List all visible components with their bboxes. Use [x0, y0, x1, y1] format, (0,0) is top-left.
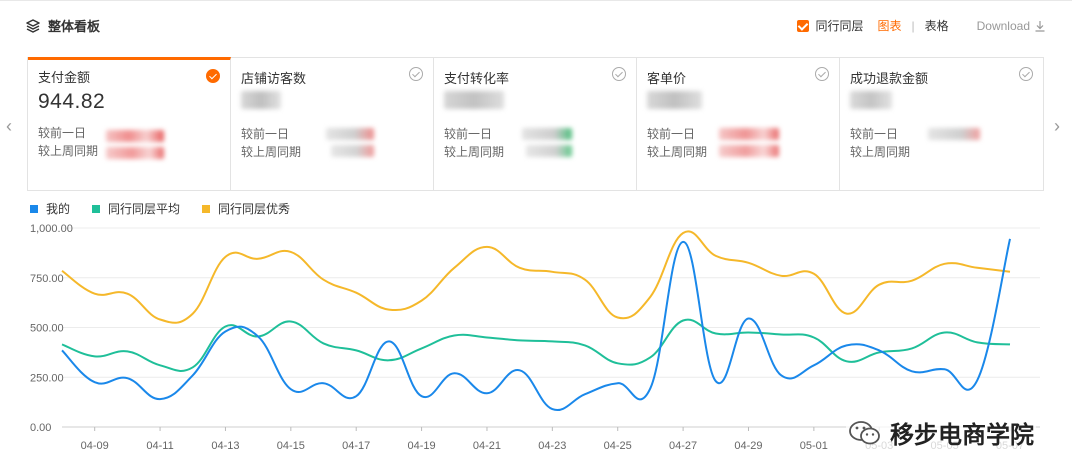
- redacted-value: [850, 91, 892, 109]
- redacted-value: [928, 128, 980, 140]
- x-tick-label: 04-27: [669, 440, 697, 452]
- chart-series: [61, 230, 1011, 412]
- x-tick-label: 04-23: [538, 440, 566, 452]
- metric-card-avg-order-value[interactable]: 客单价 较前一日 较上周同期: [637, 58, 840, 190]
- redacted-value: [526, 145, 572, 157]
- x-tick-label: 04-15: [277, 440, 305, 452]
- peer-checkbox[interactable]: [797, 19, 810, 32]
- chart-legend: 我的 同行同层平均 同行同层优秀: [30, 200, 290, 217]
- page-title: 整体看板: [48, 19, 101, 34]
- next-arrow-icon[interactable]: ›: [1054, 116, 1060, 136]
- x-tick-label: 04-29: [734, 440, 762, 452]
- chart-view-toggle[interactable]: 图表: [877, 19, 902, 33]
- redacted-value: [522, 128, 572, 140]
- download-icon: [1035, 20, 1045, 32]
- selected-check-icon: [206, 69, 220, 83]
- y-tick-label: 750.00: [30, 273, 64, 285]
- y-tick-label: 500.00: [30, 323, 64, 335]
- x-tick-label: 04-09: [81, 440, 109, 452]
- compare-last-week-label: 较上周同期: [647, 145, 708, 159]
- unselected-check-icon: [612, 67, 626, 81]
- redacted-value: [106, 130, 164, 142]
- peer-checkbox-label[interactable]: 同行同层: [815, 19, 864, 33]
- x-tick-label: 04-19: [408, 440, 436, 452]
- unselected-check-icon: [1019, 67, 1033, 81]
- x-tick-label: 04-11: [146, 440, 173, 452]
- toolbar-divider: |: [911, 18, 915, 33]
- download-label: Download: [976, 18, 1030, 33]
- y-tick-label: 1,000.00: [30, 223, 73, 235]
- compare-previous-day-label: 较前一日: [444, 127, 493, 141]
- metric-cards: 支付金额 944.82 较前一日 较上周同期 店铺访客数 较前一日 较上周同期 …: [27, 57, 1044, 191]
- watermark-text: 移步电商学院: [890, 422, 1034, 449]
- download-button[interactable]: Download: [977, 19, 1046, 33]
- compare-previous-day-label: 较前一日: [850, 127, 899, 141]
- compare-previous-day-label: 较前一日: [38, 126, 87, 140]
- redacted-value: [241, 91, 281, 109]
- redacted-value: [326, 128, 374, 140]
- legend-item-peer-average[interactable]: 同行同层平均: [92, 200, 180, 217]
- compare-last-week-label: 较上周同期: [241, 145, 302, 159]
- header-toolbar: 同行同层 图表 | 表格 Download: [797, 17, 1046, 34]
- compare-last-week-label: 较上周同期: [850, 145, 911, 159]
- unselected-check-icon: [815, 67, 829, 81]
- compare-last-week-label: 较上周同期: [444, 145, 505, 159]
- redacted-value: [106, 147, 164, 159]
- x-tick-label: 04-21: [473, 440, 501, 452]
- x-tick-label: 04-25: [604, 440, 632, 452]
- unselected-check-icon: [409, 67, 423, 81]
- redacted-value: [719, 128, 779, 140]
- x-tick-label: 05-01: [800, 440, 828, 452]
- metric-card-visitors[interactable]: 店铺访客数 较前一日 较上周同期: [231, 58, 434, 190]
- trend-line-chart[interactable]: 0.00 250.00 500.00 750.00 1,000.00 04-09 04-1…: [0, 216, 1072, 475]
- metric-name: 支付金额: [38, 70, 91, 85]
- legend-swatch: [202, 204, 211, 213]
- legend-swatch: [30, 204, 38, 213]
- table-view-toggle[interactable]: 表格: [924, 19, 949, 33]
- compare-previous-day-label: 较前一日: [241, 127, 290, 141]
- legend-label: 我的: [46, 202, 71, 216]
- wechat-icon: [849, 420, 880, 444]
- legend-label: 同行同层平均: [108, 202, 181, 216]
- legend-item-peer-excellent[interactable]: 同行同层优秀: [202, 200, 290, 217]
- redacted-value: [647, 91, 702, 109]
- x-tick-label: 04-17: [342, 440, 370, 452]
- legend-item-mine[interactable]: 我的: [30, 200, 70, 217]
- layers-icon: [26, 18, 40, 33]
- compare-previous-day-label: 较前一日: [647, 127, 696, 141]
- legend-label: 同行同层优秀: [218, 202, 291, 216]
- compare-last-week-label: 较上周同期: [38, 144, 99, 158]
- series-line-peer-average: [61, 318, 1011, 372]
- redacted-value: [444, 91, 504, 109]
- metric-name: 客单价: [647, 71, 687, 86]
- prev-arrow-icon[interactable]: ‹: [6, 116, 12, 136]
- x-tick-label: 04-13: [211, 440, 239, 452]
- chart-gridlines: [62, 227, 1040, 428]
- y-tick-label: 250.00: [30, 372, 64, 384]
- metric-name: 成功退款金额: [850, 71, 929, 86]
- metric-card-payment-amount[interactable]: 支付金额 944.82 较前一日 较上周同期: [28, 57, 231, 190]
- metric-name: 店铺访客数: [241, 71, 307, 86]
- metric-card-conversion-rate[interactable]: 支付转化率 较前一日 较上周同期: [434, 58, 637, 190]
- series-line-mine: [61, 238, 1011, 412]
- metric-card-refund-amount[interactable]: 成功退款金额 较前一日 较上周同期: [840, 58, 1043, 190]
- chart-y-axis: 0.00 250.00 500.00 750.00 1,000.00: [30, 223, 73, 434]
- legend-swatch: [92, 204, 101, 213]
- y-tick-label: 0.00: [30, 422, 51, 434]
- series-line-peer-excellent: [61, 230, 1011, 324]
- panel-header: 整体看板: [26, 16, 100, 35]
- metric-name: 支付转化率: [444, 71, 510, 86]
- redacted-value: [719, 145, 779, 157]
- watermark: 移步电商学院: [846, 415, 1036, 450]
- metric-value: 944.82: [38, 90, 106, 113]
- redacted-value: [331, 145, 374, 157]
